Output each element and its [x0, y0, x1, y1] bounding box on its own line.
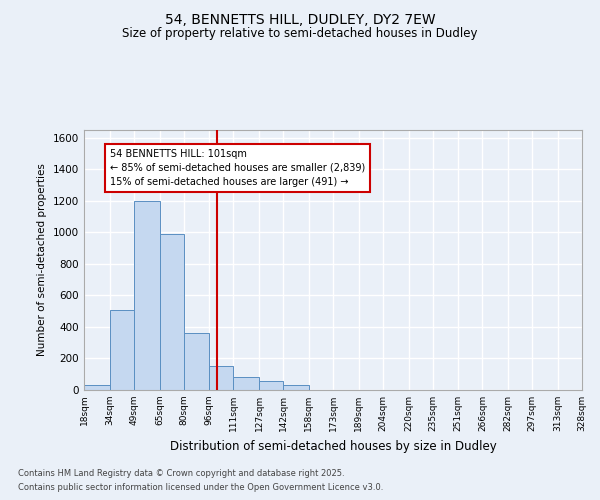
Bar: [184, 334, 209, 390]
Bar: [84, 386, 110, 390]
X-axis label: Distribution of semi-detached houses by size in Dudley: Distribution of semi-detached houses by …: [170, 440, 496, 452]
Text: Contains HM Land Registry data © Crown copyright and database right 2025.: Contains HM Land Registry data © Crown c…: [18, 468, 344, 477]
Bar: [233, 378, 259, 390]
Text: 54 BENNETTS HILL: 101sqm
← 85% of semi-detached houses are smaller (2,839)
15% o: 54 BENNETTS HILL: 101sqm ← 85% of semi-d…: [110, 149, 365, 187]
Bar: [209, 366, 233, 390]
Bar: [283, 386, 309, 390]
Text: Contains public sector information licensed under the Open Government Licence v3: Contains public sector information licen…: [18, 484, 383, 492]
Bar: [160, 234, 184, 390]
Bar: [259, 380, 283, 390]
Text: 54, BENNETTS HILL, DUDLEY, DY2 7EW: 54, BENNETTS HILL, DUDLEY, DY2 7EW: [164, 12, 436, 26]
Y-axis label: Number of semi-detached properties: Number of semi-detached properties: [37, 164, 47, 356]
Bar: [110, 310, 134, 390]
Text: Size of property relative to semi-detached houses in Dudley: Size of property relative to semi-detach…: [122, 28, 478, 40]
Bar: [134, 201, 160, 390]
